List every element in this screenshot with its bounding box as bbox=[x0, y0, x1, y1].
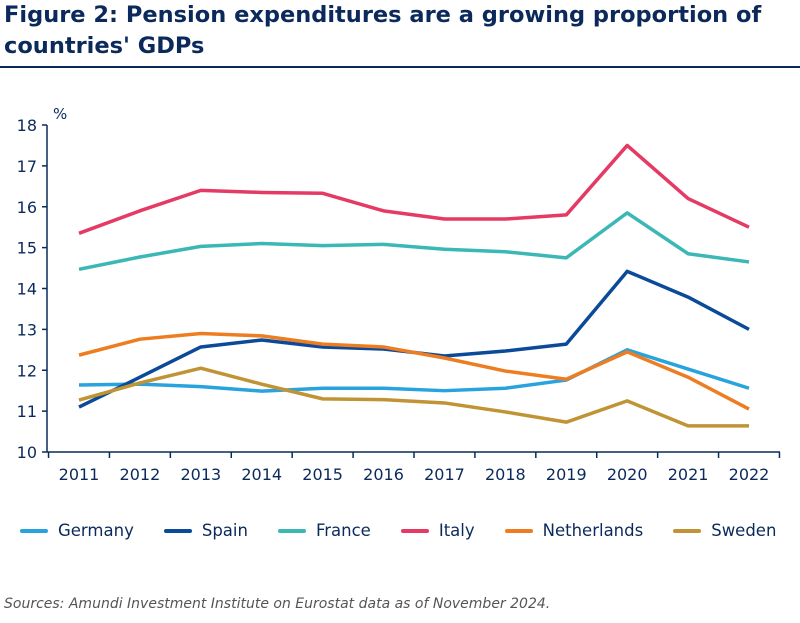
x-tick-label: 2015 bbox=[302, 465, 343, 484]
y-tick-label: 14 bbox=[17, 280, 37, 299]
legend-item-italy: Italy bbox=[400, 521, 475, 540]
legend-swatch bbox=[673, 528, 702, 533]
x-tick-label: 2017 bbox=[424, 465, 465, 484]
y-tick-label: 13 bbox=[17, 320, 37, 339]
legend-swatch bbox=[277, 528, 306, 533]
legend-swatch bbox=[20, 528, 48, 533]
y-tick-label: 15 bbox=[17, 239, 37, 258]
y-axis-label: % bbox=[53, 105, 67, 123]
series-line-germany bbox=[78, 348, 750, 393]
x-tick-label: 2016 bbox=[363, 465, 404, 484]
x-tick-label: 2014 bbox=[241, 465, 282, 484]
legend-label: France bbox=[315, 521, 371, 540]
y-tick-label: 18 bbox=[17, 116, 37, 135]
legend-item-spain: Spain bbox=[163, 521, 248, 540]
legend-swatch bbox=[504, 528, 533, 533]
x-tick-label: 2018 bbox=[485, 465, 526, 484]
legend-label: Germany bbox=[58, 521, 134, 540]
legend-item-sweden: Sweden bbox=[673, 521, 776, 540]
legend-label: Sweden bbox=[711, 521, 777, 540]
source-note: Sources: Amundi Investment Institute on … bbox=[4, 596, 551, 612]
y-tick-label: 10 bbox=[17, 443, 37, 462]
x-tick-label: 2011 bbox=[59, 465, 100, 484]
series-line-italy bbox=[78, 143, 750, 235]
legend-swatch bbox=[163, 528, 192, 533]
title-divider bbox=[0, 66, 800, 68]
x-tick-label: 2021 bbox=[668, 465, 709, 484]
series-line-france bbox=[78, 211, 750, 272]
legend-item-france: France bbox=[277, 521, 371, 540]
legend-item-germany: Germany bbox=[20, 521, 134, 540]
legend-label: Spain bbox=[201, 521, 248, 540]
y-tick-label: 17 bbox=[17, 157, 37, 176]
legend-label: Netherlands bbox=[542, 521, 644, 540]
x-tick-label: 2020 bbox=[607, 465, 648, 484]
y-tick-label: 11 bbox=[17, 402, 37, 421]
y-tick-label: 12 bbox=[17, 361, 37, 380]
chart-title: Figure 2: Pension expenditures are a gro… bbox=[4, 2, 762, 59]
series-line-sweden bbox=[78, 366, 749, 428]
legend: Germany Spain France Italy Netherlands Sweden bbox=[20, 521, 800, 540]
x-tick-label: 2012 bbox=[120, 465, 161, 484]
legend-label: Italy bbox=[438, 521, 475, 540]
legend-item-netherlands: Netherlands bbox=[504, 521, 644, 540]
series-line-netherlands bbox=[78, 331, 750, 411]
x-tick-label: 2019 bbox=[546, 465, 587, 484]
x-tick-label: 2013 bbox=[180, 465, 221, 484]
legend-swatch bbox=[400, 528, 429, 533]
x-tick-label: 2022 bbox=[729, 465, 770, 484]
y-tick-label: 16 bbox=[17, 198, 37, 217]
